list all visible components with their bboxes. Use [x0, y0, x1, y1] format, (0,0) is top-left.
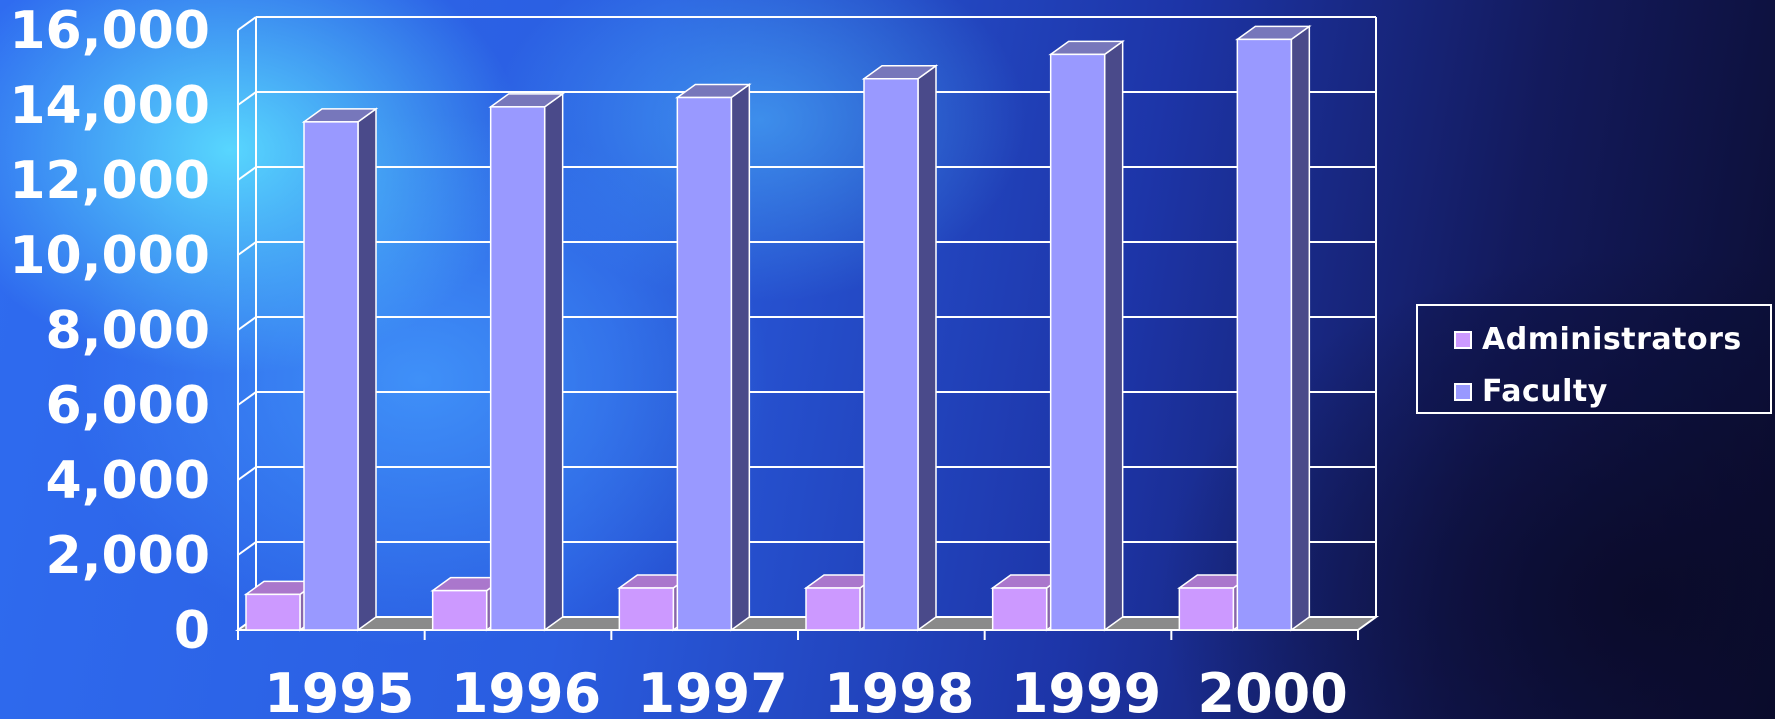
y-tick-label: 14,000: [9, 76, 210, 136]
legend-item-faculty: Faculty: [1454, 374, 1608, 409]
x-tick-label: 1999: [1011, 662, 1161, 719]
y-tick-label: 4,000: [46, 451, 210, 511]
bar-side-faculty: [917, 64, 937, 632]
legend-swatch-administrators: [1454, 330, 1472, 349]
bar-administrators: [805, 587, 861, 631]
bar-faculty: [489, 106, 546, 631]
y-tick-label: 0: [174, 601, 210, 661]
bar-administrators: [1178, 587, 1235, 631]
gridline-side: [237, 241, 257, 256]
x-tick-label: 2000: [1198, 662, 1348, 719]
gridline-side: [237, 16, 257, 31]
chart-legend: Administrators Faculty: [1416, 304, 1772, 414]
bar-administrators: [431, 589, 488, 631]
bar-faculty: [303, 121, 359, 631]
legend-item-administrators: Administrators: [1454, 322, 1742, 357]
bar-faculty: [676, 96, 733, 631]
y-tick-label: 10,000: [9, 226, 210, 286]
bar-faculty: [1049, 53, 1106, 631]
gridline-side: [237, 166, 257, 181]
gridline-side: [237, 466, 257, 481]
x-tick-label: 1998: [824, 662, 974, 719]
gridline-side: [237, 541, 257, 556]
x-tick-label: 1997: [638, 662, 788, 719]
y-tick-label: 12,000: [9, 151, 210, 211]
gridline-side: [237, 91, 257, 106]
bar-side-faculty: [1290, 24, 1311, 632]
y-tick-label: 16,000: [9, 1, 210, 61]
legend-label-faculty: Faculty: [1482, 374, 1608, 409]
y-tick-label: 2,000: [46, 526, 210, 586]
bar-side-faculty: [1103, 39, 1124, 632]
gridline-side: [237, 391, 257, 406]
y-tick-label: 8,000: [46, 301, 210, 361]
bar-side-faculty: [730, 83, 751, 632]
bar-administrators: [618, 587, 675, 631]
legend-label-administrators: Administrators: [1482, 322, 1742, 357]
y-tick-label: 6,000: [46, 376, 210, 436]
x-tick-label: 1995: [264, 662, 414, 719]
bar-administrators: [991, 587, 1048, 631]
bar-side-faculty: [543, 92, 564, 632]
gridline-side: [237, 316, 257, 331]
legend-swatch-faculty: [1454, 382, 1472, 401]
bar-faculty: [863, 78, 919, 631]
bar-faculty: [1236, 38, 1293, 631]
bar-administrators: [245, 593, 301, 631]
x-tick-label: 1996: [451, 662, 601, 719]
bar-side-faculty: [357, 107, 377, 632]
